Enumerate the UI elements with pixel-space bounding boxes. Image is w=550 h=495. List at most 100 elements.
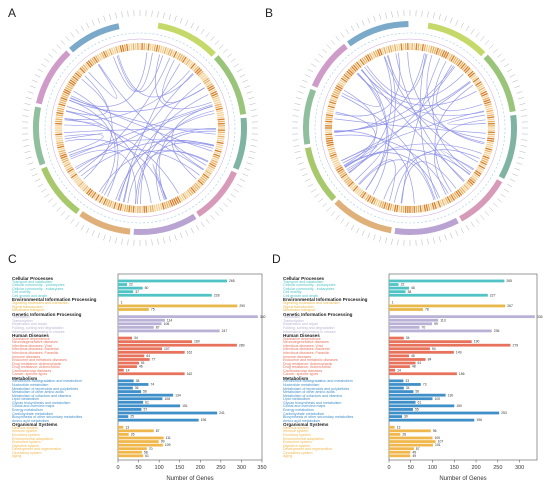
circos-a-heat-cell xyxy=(191,185,198,192)
circos-b-heat-cell xyxy=(383,46,387,55)
circos-b-heat-cell xyxy=(357,189,364,196)
circos-b-heat-cell xyxy=(374,50,379,58)
circos-b-heat-cell xyxy=(337,168,344,174)
circos-a-tick xyxy=(195,25,200,32)
circos-a-heat-cell xyxy=(200,73,207,80)
circos-b-heat-cell xyxy=(467,179,474,186)
category-label: Infectious diseases: Parasitic xyxy=(283,350,330,355)
circos-b-heat-cell xyxy=(336,84,343,90)
circos-plot-b xyxy=(292,10,528,246)
bar xyxy=(389,415,403,418)
circos-a-heat-cell xyxy=(91,191,97,199)
circos-a-link xyxy=(64,70,191,121)
circos-a-link xyxy=(117,94,209,201)
circos-a-heat-cell xyxy=(94,55,100,62)
circos-a-heat-cell xyxy=(193,184,200,191)
circos-b-heat-cell xyxy=(435,47,440,55)
bar-value-label: 34 xyxy=(406,336,410,340)
bar xyxy=(389,400,416,404)
circos-b-heat-cell xyxy=(344,178,352,184)
circos-b-tick xyxy=(449,232,453,239)
circos-b-heat-cell xyxy=(484,103,492,107)
category-label: Signaling molecules and interaction xyxy=(12,300,69,305)
circos-b-tick xyxy=(475,32,480,38)
circos-b-heat-cell xyxy=(398,205,401,213)
circos-b-heat-cell xyxy=(325,120,333,123)
bar-value-label: 107 xyxy=(164,347,170,351)
circos-b-heat-cell xyxy=(370,51,376,59)
circos-a-heat-cell xyxy=(94,194,100,201)
circos-b-heat-cell xyxy=(437,48,442,56)
circos-a-heat-cell xyxy=(85,61,92,68)
circos-a-tick xyxy=(65,36,70,42)
bar xyxy=(118,383,149,386)
circos-b-heat-cell xyxy=(370,197,376,205)
circos-a-heat-cell xyxy=(67,168,74,174)
circos-a-chromosome xyxy=(35,50,71,105)
circos-a-heat-cell xyxy=(74,178,82,184)
circos-b-heat-cell xyxy=(338,81,345,87)
circos-a-tick xyxy=(34,178,41,182)
circos-a-link xyxy=(76,105,213,170)
x-tick-label: 150 xyxy=(450,465,459,471)
circos-a-tick xyxy=(168,236,171,243)
circos-b-heat-cell xyxy=(461,185,468,192)
circos-b-heat-cell xyxy=(364,194,370,201)
circos-b-heat-cell xyxy=(349,182,356,189)
circos-a-heat-cell xyxy=(149,205,152,213)
circos-a-tick xyxy=(32,79,38,83)
bar xyxy=(118,343,237,347)
circos-b-heat-cell xyxy=(444,197,450,205)
circos-a-heat-cell xyxy=(210,90,218,96)
bar xyxy=(118,454,144,458)
circos-a-heat-cell xyxy=(181,193,187,200)
category-label: Cancer: specific types xyxy=(12,372,48,377)
circos-b-tick xyxy=(519,151,526,153)
circos-b-tick xyxy=(493,48,498,54)
bar-value-label: 87 xyxy=(156,325,160,329)
circos-plot-a xyxy=(22,10,258,246)
circos-b-heat-cell xyxy=(331,157,339,162)
category-label: Cellular community - eukaryotes xyxy=(283,286,335,291)
circos-b-tick xyxy=(373,15,376,22)
circos-a-heat-cell xyxy=(57,105,65,109)
circos-a-tick xyxy=(60,40,66,45)
circos-b-heat-cell xyxy=(343,73,350,80)
circos-a-heat-cell xyxy=(186,189,193,196)
circos-a-tick xyxy=(24,151,31,153)
circos-b-heat-cell xyxy=(487,116,495,119)
circos-a-tick xyxy=(97,232,101,239)
bar-value-label: 265 xyxy=(229,279,235,283)
circos-a-tick xyxy=(195,224,200,231)
circos-b-heat-cell xyxy=(433,201,437,210)
bar xyxy=(389,379,404,383)
bar xyxy=(389,361,416,365)
bar-value-label: 236 xyxy=(494,329,500,333)
circos-b-heat-cell xyxy=(470,73,477,80)
x-tick-label: 100 xyxy=(155,465,164,471)
circos-b-tick xyxy=(326,207,331,212)
circos-a-heat-cell xyxy=(56,143,64,147)
circos-b-heat-cell xyxy=(402,205,405,213)
circos-b-tick xyxy=(345,28,350,35)
bar-value-label: 51 xyxy=(141,361,145,365)
category-label: Drug resistance: Antimicrobial xyxy=(283,365,331,370)
circos-b-heat-cell xyxy=(442,50,448,58)
category-label: Replication and repair xyxy=(12,322,47,327)
circos-b-tick xyxy=(307,183,314,188)
circos-b-heat-cell xyxy=(450,194,456,201)
circos-a-tick xyxy=(91,230,95,236)
category-label: Neurodegenerative diseases xyxy=(12,340,58,345)
circos-b-tick xyxy=(397,10,399,17)
circos-b-tick xyxy=(295,156,302,159)
x-tick-label: 300 xyxy=(515,465,524,471)
circos-a-heat-cell xyxy=(72,75,79,82)
category-label: Transport and catabolism xyxy=(283,279,324,284)
bar-value-label: 77 xyxy=(152,358,156,362)
category-label: Digestive system xyxy=(12,443,40,448)
category-label: Information processing in viruses xyxy=(283,329,336,334)
circos-b-heat-cell xyxy=(385,202,389,210)
circos-b-tick xyxy=(340,32,345,38)
circos-b-heat-cell xyxy=(481,94,489,99)
circos-b-heat-cell xyxy=(327,105,335,109)
